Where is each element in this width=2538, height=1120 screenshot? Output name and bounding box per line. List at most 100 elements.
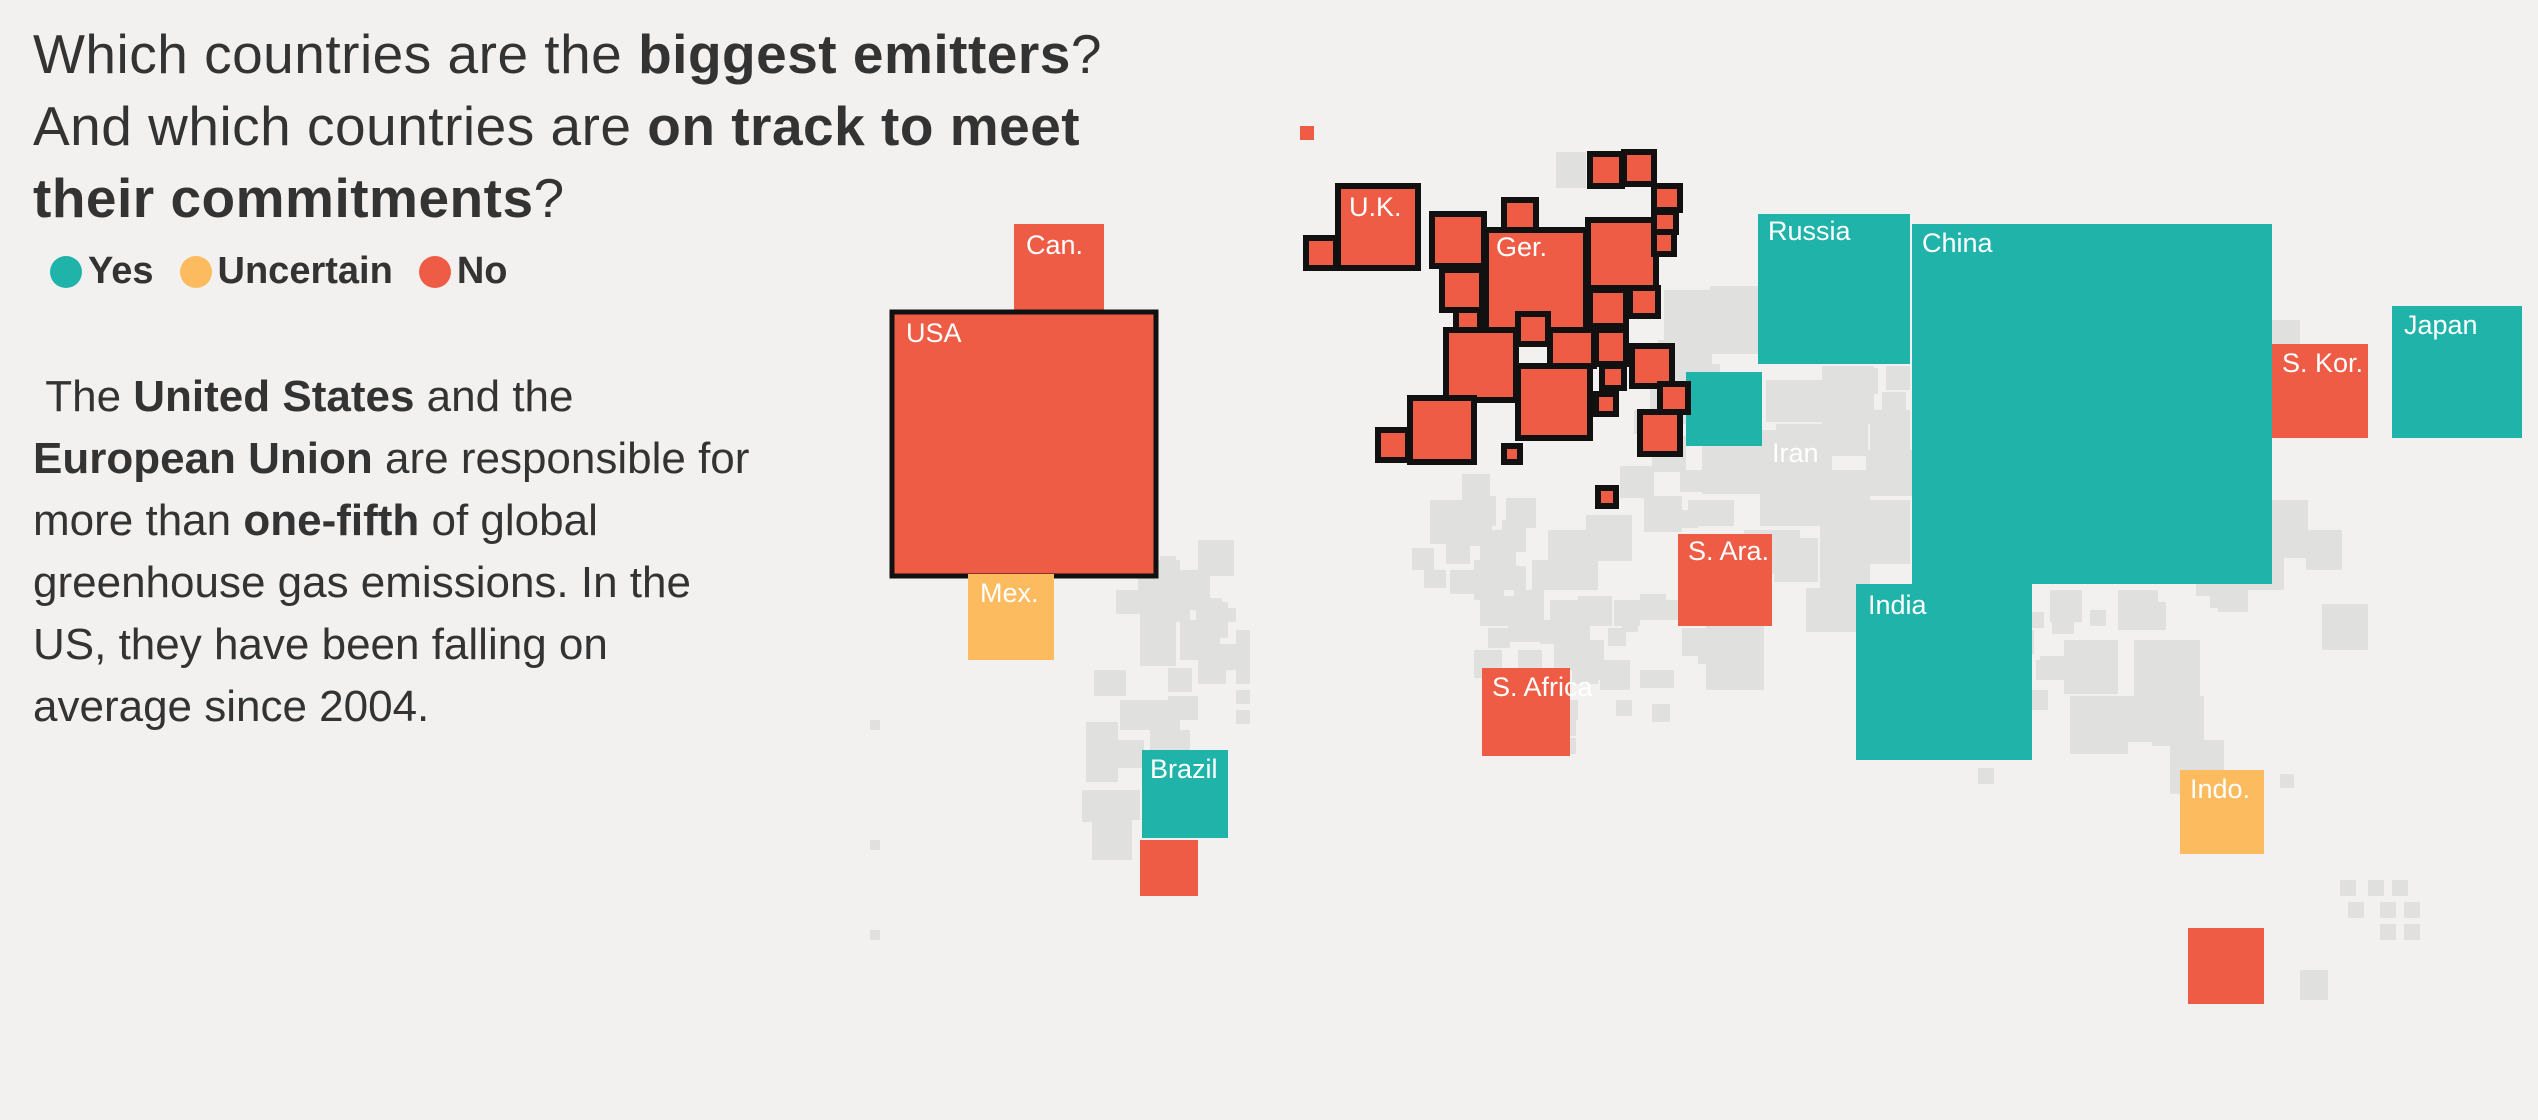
no-data-country-square: [2404, 902, 2420, 918]
no-data-country-square: [2322, 604, 2368, 650]
no-data-country-square: [1600, 670, 1620, 690]
eu-france: [1443, 327, 1519, 403]
country-india: [1856, 584, 2032, 760]
no-data-country-square: [1198, 540, 1234, 576]
eu-austria: [1515, 311, 1551, 347]
label-china: China: [1922, 228, 1994, 258]
no-data-country-square: [1424, 570, 1446, 588]
no-data-country-square: [2348, 902, 2364, 918]
no-data-country-square: [1766, 380, 1824, 422]
no-data-country-square: [1978, 768, 1994, 784]
no-data-country-square: [1620, 466, 1654, 498]
no-data-country-square: [2036, 660, 2056, 680]
no-data-country-square: [2028, 690, 2048, 710]
label-iran: Iran: [1772, 438, 1819, 468]
no-data-country-square: [2172, 656, 2200, 682]
legend-swatch-uncertain: [179, 255, 212, 288]
no-data-country-square: [2090, 610, 2106, 626]
no-data-country-square: [1608, 628, 1626, 646]
title-emphasis-emitters: biggest emitters: [638, 23, 1071, 85]
label-mex: Mex.: [980, 578, 1039, 608]
label-safrica: S. Africa: [1492, 672, 1594, 702]
no-data-country-square: [1446, 540, 1470, 564]
country-kazakhstan: [1686, 372, 1762, 446]
eu-romania: [1629, 343, 1675, 389]
legend-item-no: No: [418, 250, 507, 293]
no-data-country-square: [1640, 670, 1658, 688]
no-data-country-square: [2064, 640, 2118, 694]
country-labels: Can. USA Mex. Brazil U.K. Ger. Russia China Japa…: [906, 192, 2478, 804]
no-data-country-square: [2052, 612, 2074, 634]
no-data-country-square: [1198, 658, 1226, 684]
eu-ireland: [1303, 235, 1339, 271]
country-indo: [2180, 770, 2264, 854]
no-data-country-square: [1660, 600, 1680, 620]
no-data-country-square: [2392, 880, 2408, 896]
no-data-country-square: [1572, 650, 1598, 684]
country-s-ara: [1678, 534, 1772, 626]
no-data-country-square: [1086, 722, 1118, 750]
eu-belgium: [1439, 267, 1485, 313]
no-data-country-square: [1690, 320, 1720, 350]
no-data-country-square: [1120, 700, 1180, 730]
no-data-country-square: [1774, 538, 1818, 582]
no-data-country-square: [870, 930, 880, 940]
no-data-country-square: [1092, 820, 1132, 860]
legend-label-uncertain: Uncertain: [217, 250, 393, 292]
no-data-country-square: [1222, 608, 1236, 622]
eu-uk: [1335, 183, 1421, 271]
no-data-country-square: [1682, 628, 1706, 656]
description-paragraph: The United States and the European Union…: [33, 366, 773, 738]
no-data-country-square: [1824, 416, 1868, 456]
title-text: ?: [533, 167, 565, 229]
eu-portugal: [1375, 427, 1411, 463]
eu-poland: [1585, 217, 1659, 291]
eu-greece: [1637, 409, 1683, 457]
no-data-country-square: [2070, 696, 2128, 754]
no-data-country-square: [2404, 924, 2420, 940]
eu-croatia: [1599, 363, 1627, 391]
country-can: [1014, 224, 1104, 312]
no-data-country-square: [1236, 630, 1250, 644]
eu-estonia: [1651, 183, 1683, 213]
no-data-country-square: [1508, 614, 1540, 642]
country-s-africa: [1482, 668, 1570, 756]
country-small-atlantic: [1300, 126, 1314, 140]
description-text: and the: [414, 372, 574, 421]
no-data-country-square: [2138, 602, 2166, 630]
country-brazil: [1142, 750, 1228, 838]
no-data-country-square: [1776, 424, 1832, 474]
country-s-kor: [2272, 344, 2368, 438]
no-data-country-square: [1086, 750, 1118, 782]
no-data-country-square: [870, 840, 880, 850]
legend-item-yes: Yes: [50, 250, 154, 293]
no-data-country-square: [1212, 622, 1228, 638]
eu-malta: [1501, 443, 1523, 465]
label-india: India: [1868, 590, 1928, 620]
eu-slovakia: [1627, 285, 1661, 319]
no-data-country-square: [1168, 668, 1192, 692]
no-data-country-square: [2280, 774, 2294, 788]
no-data-country-square: [1082, 790, 1114, 822]
label-skor: S. Kor.: [2282, 348, 2363, 378]
no-data-country-square: [1548, 530, 1598, 590]
no-data-country-square: [1412, 548, 1434, 570]
label-russia: Russia: [1768, 216, 1852, 246]
no-data-country-square: [1474, 560, 1504, 600]
no-data-country-square: [1866, 450, 1912, 496]
label-uk: U.K.: [1349, 192, 1402, 222]
no-data-country-square: [1616, 700, 1632, 716]
no-data-country-square: [1652, 704, 1670, 722]
country-china: [1912, 224, 2272, 584]
country-south-america-other: [1140, 840, 1198, 896]
label-usa: USA: [906, 318, 962, 348]
eu-serbia-area: [1593, 391, 1619, 417]
label-can: Can.: [1026, 230, 1083, 260]
no-data-country-square: [1160, 556, 1176, 572]
label-ger: Ger.: [1496, 232, 1547, 262]
no-data-country-square: [1622, 616, 1638, 632]
eu-bulgaria: [1657, 381, 1691, 415]
no-data-country-square: [1506, 498, 1536, 528]
eu-czechia: [1587, 287, 1629, 329]
